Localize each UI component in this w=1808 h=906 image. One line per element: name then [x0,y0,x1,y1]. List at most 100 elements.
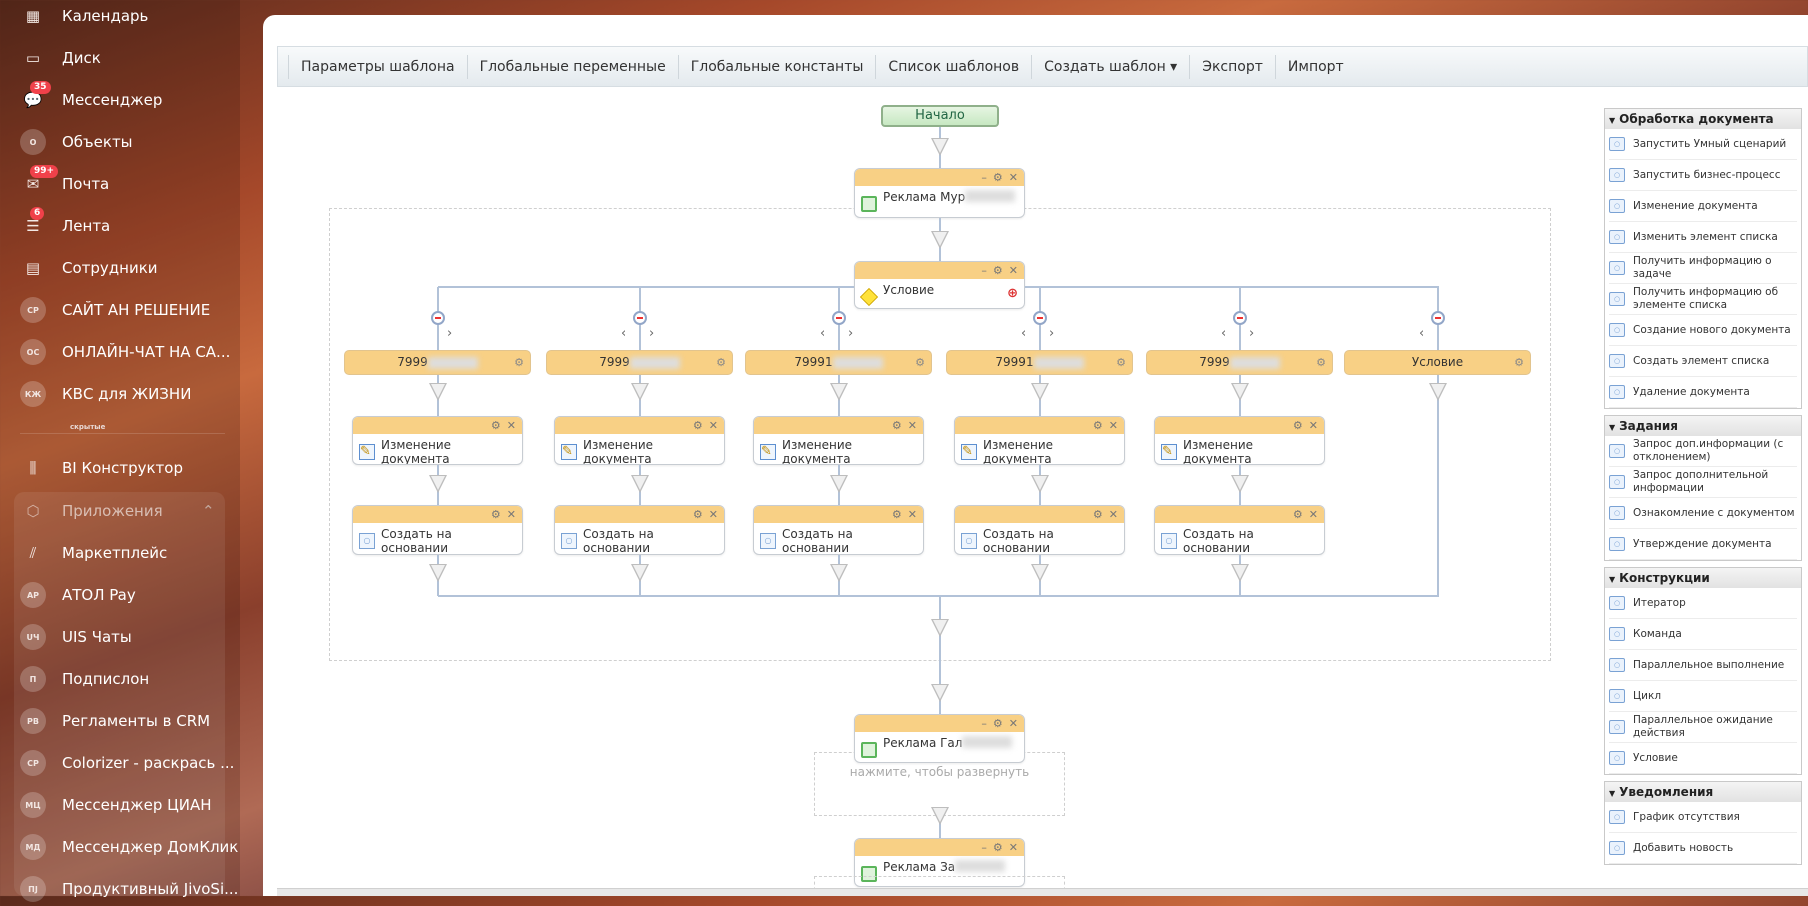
palette-item[interactable]: ○ Запрос доп.информации (с отклонением) [1609,436,1797,467]
drop-arrow-icon[interactable] [429,383,447,401]
palette-section-header[interactable]: ▼ Конструкции [1605,568,1801,588]
drop-arrow-icon[interactable] [931,231,949,249]
sidebar-app-item[interactable]: П Подпислон [20,662,149,696]
minimize-icon[interactable]: – [981,841,987,854]
toolbar-button[interactable]: Глобальные константы [677,54,876,79]
palette-item[interactable]: ○ Параллельное ожидание действия [1609,712,1797,743]
sidebar-item[interactable]: ОС ОНЛАЙН-ЧАТ НА СА... [20,335,230,369]
palette-item[interactable]: ○ Получить информацию о задаче [1609,253,1797,284]
move-right-icon[interactable]: › [848,326,854,341]
branch-header[interactable]: 7999 ⚙ [1146,350,1333,375]
remove-branch-icon[interactable] [1431,311,1445,325]
drop-arrow-icon[interactable] [931,684,949,702]
gear-icon[interactable]: ⚙ [692,419,703,432]
drop-arrow-icon[interactable] [931,619,949,637]
close-icon[interactable]: ✕ [1308,419,1318,432]
create-based-on-node[interactable]: ⚙ ✕ ○ Создать на основании [954,505,1125,555]
gear-icon[interactable]: ⚙ [692,508,703,521]
sidebar-app-item[interactable]: МЦ Мессенджер ЦИАН [20,788,212,822]
sidebar-app-item[interactable]: ПJ Продуктивный JivoSi... [20,872,238,906]
create-based-on-node[interactable]: ⚙ ✕ ○ Создать на основании [753,505,924,555]
branch-header[interactable]: 79991 ⚙ [745,350,932,375]
palette-item[interactable]: ○ Изменить элемент списка [1609,222,1797,253]
palette-item[interactable]: ○ Изменение документа [1609,191,1797,222]
palette-item[interactable]: ○ Команда [1609,619,1797,650]
palette-item[interactable]: ○ Запустить Умный сценарий [1609,129,1797,160]
condition-node[interactable]: – ⚙ ✕ Условие ⊕ [854,261,1025,309]
palette-item[interactable]: ○ Итератор [1609,588,1797,619]
gear-icon[interactable]: ⚙ [1092,508,1103,521]
sidebar-item[interactable]: О Объекты [20,125,133,159]
gear-icon[interactable]: ⚙ [992,841,1003,854]
palette-item[interactable]: ○ Ознакомление с документом [1609,498,1797,529]
move-left-icon[interactable]: ‹ [1021,326,1027,341]
change-document-node[interactable]: ⚙ ✕ ✎ Изменение документа [1154,416,1325,465]
chevron-up-icon[interactable]: ⌃ [202,502,215,520]
move-left-icon[interactable]: ‹ [621,326,627,341]
gear-icon[interactable]: ⚙ [891,508,902,521]
create-based-on-node[interactable]: ⚙ ✕ ○ Создать на основании [352,505,523,555]
toolbar-button[interactable]: Глобальные переменные [466,54,678,79]
sidebar-item[interactable]: ▤ Сотрудники [20,251,158,285]
gear-icon[interactable]: ⚙ [915,356,925,369]
drop-arrow-icon[interactable] [830,475,848,493]
gear-icon[interactable]: ⚙ [1092,419,1103,432]
branch-header[interactable]: 7999 ⚙ [546,350,733,375]
close-icon[interactable]: ✕ [907,508,917,521]
drop-arrow-icon[interactable] [1031,564,1049,582]
remove-branch-icon[interactable] [431,311,445,325]
drop-arrow-icon[interactable] [830,383,848,401]
gear-icon[interactable]: ⚙ [490,419,501,432]
remove-branch-icon[interactable] [1233,311,1247,325]
gear-icon[interactable]: ⚙ [992,264,1003,277]
gear-icon[interactable]: ⚙ [514,356,524,369]
palette-item[interactable]: ○ Параллельное выполнение [1609,650,1797,681]
toolbar-button[interactable]: Экспорт [1189,54,1275,79]
change-document-node[interactable]: ⚙ ✕ ✎ Изменение документа [554,416,725,465]
minimize-icon[interactable]: – [981,717,987,730]
gear-icon[interactable]: ⚙ [891,419,902,432]
drop-arrow-icon[interactable] [429,564,447,582]
sidebar-app-item[interactable]: АР АТОЛ Pay [20,578,136,612]
minimize-icon[interactable]: – [981,264,987,277]
drop-arrow-icon[interactable] [830,564,848,582]
palette-item[interactable]: ○ Утверждение документа [1609,529,1797,560]
sidebar-app-item[interactable]: UЧ UIS Чаты [20,620,132,654]
toolbar-button[interactable]: Список шаблонов [875,54,1031,79]
drop-arrow-icon[interactable] [1231,383,1249,401]
scope-node[interactable]: – ⚙ ✕ Реклама Мур [854,168,1025,218]
close-icon[interactable]: ✕ [708,419,718,432]
close-icon[interactable]: ✕ [1008,264,1018,277]
drop-arrow-icon[interactable] [1031,383,1049,401]
drop-arrow-icon[interactable] [631,564,649,582]
remove-branch-icon[interactable] [1033,311,1047,325]
change-document-node[interactable]: ⚙ ✕ ✎ Изменение документа [352,416,523,465]
drop-arrow-icon[interactable] [931,807,949,825]
sidebar-apps-header[interactable]: ⬡ Приложения ⌃ [20,494,214,528]
drop-arrow-icon[interactable] [1231,564,1249,582]
change-document-node[interactable]: ⚙ ✕ ✎ Изменение документа [753,416,924,465]
gear-icon[interactable]: ⚙ [1292,508,1303,521]
remove-branch-icon[interactable] [832,311,846,325]
move-left-icon[interactable]: ‹ [820,326,826,341]
change-document-node[interactable]: ⚙ ✕ ✎ Изменение документа [954,416,1125,465]
move-right-icon[interactable]: › [1049,326,1055,341]
move-right-icon[interactable]: › [1249,326,1255,341]
gear-icon[interactable]: ⚙ [490,508,501,521]
horizontal-scrollbar[interactable] [277,888,1808,896]
palette-section-header[interactable]: ▼ Уведомления [1605,782,1801,802]
sidebar-item[interactable]: ▦ Календарь [20,0,148,33]
branch-header[interactable]: Условие ⚙ [1344,350,1531,375]
gear-icon[interactable]: ⚙ [1514,356,1524,369]
drop-arrow-icon[interactable] [631,475,649,493]
palette-item[interactable]: ○ График отсутствия [1609,802,1797,833]
close-icon[interactable]: ✕ [907,419,917,432]
toolbar-button[interactable]: Создать шаблон ▾ [1031,54,1189,79]
branch-header[interactable]: 79991 ⚙ [946,350,1133,375]
close-icon[interactable]: ✕ [1308,508,1318,521]
palette-item[interactable]: ○ Запустить бизнес-процесс [1609,160,1797,191]
gear-icon[interactable]: ⚙ [1116,356,1126,369]
drop-arrow-icon[interactable] [1429,383,1447,401]
drop-arrow-icon[interactable] [1031,475,1049,493]
palette-item[interactable]: ○ Запрос дополнительной информации [1609,467,1797,498]
